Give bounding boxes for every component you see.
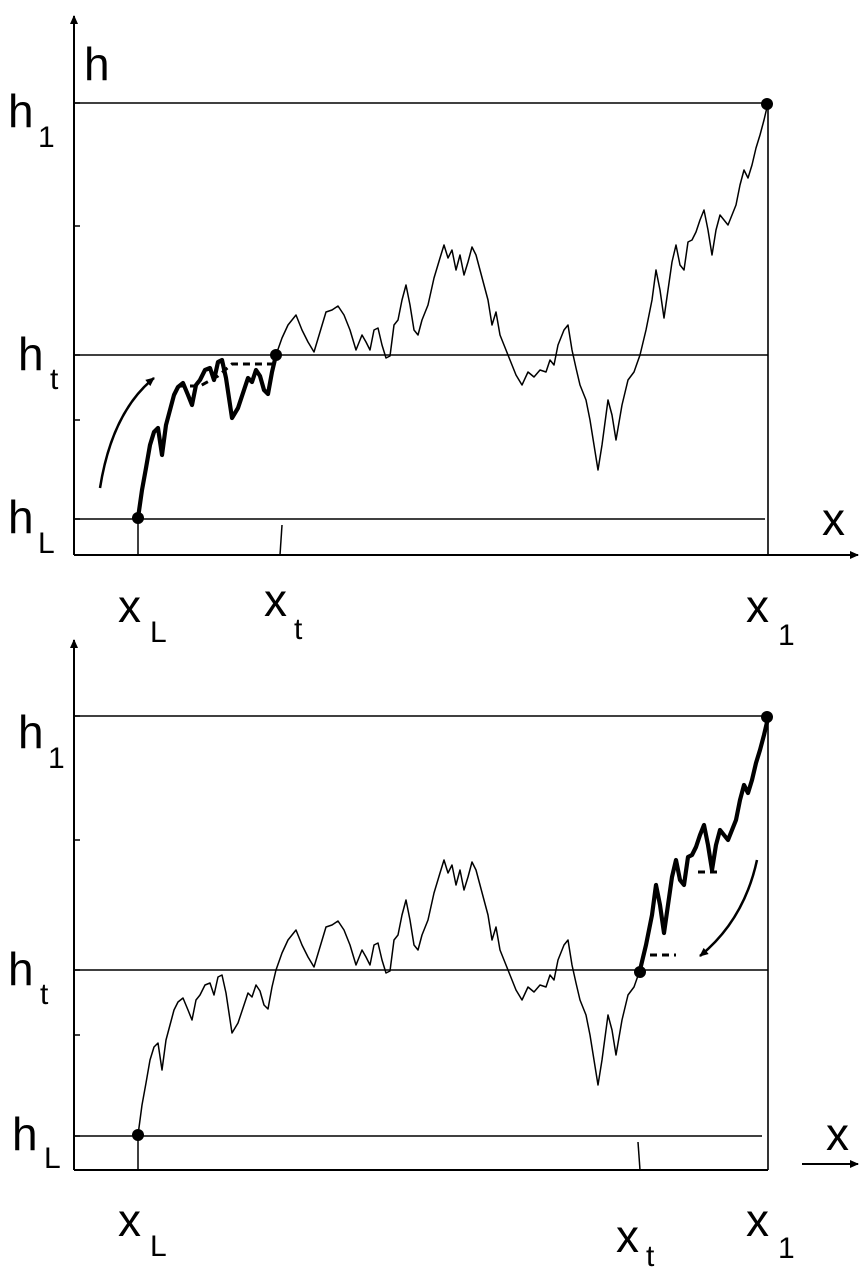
- top-axis-y-label: h: [84, 38, 110, 90]
- bottom-panel: x h 1 h t h L x L x t x 1: [8, 639, 859, 1268]
- bottom-xt-tick: [637, 1141, 641, 1171]
- top-highlighted-path: [135, 354, 279, 519]
- bottom-ht-label: h: [8, 943, 34, 995]
- bottom-end-dot: [761, 711, 773, 723]
- top-panel: h x h 1 h t h L x L x t x 1: [8, 15, 859, 652]
- top-x1-label: x: [746, 580, 769, 632]
- bottom-xt-dot: [634, 966, 646, 978]
- top-start-dot: [132, 512, 144, 524]
- bottom-highlighted-path: [637, 717, 771, 971]
- bottom-random-walk-path: [137, 717, 769, 1136]
- top-direction-arrow: [98, 377, 155, 489]
- bottom-xt-label: x: [616, 1210, 639, 1262]
- top-xt-dot: [270, 349, 282, 361]
- bottom-start-dot: [132, 1129, 144, 1141]
- top-dashed-plateau: [178, 362, 276, 388]
- bottom-ht-sub: t: [40, 978, 49, 1011]
- bottom-h1-label: h: [18, 706, 44, 758]
- bottom-x1-sub: 1: [778, 1232, 795, 1265]
- top-xt-label: x: [264, 574, 287, 626]
- top-ht-sub: t: [50, 363, 59, 396]
- bottom-hL-label: h: [12, 1108, 38, 1160]
- bottom-x1-label: x: [746, 1194, 769, 1246]
- bottom-xt-sub: t: [646, 1240, 655, 1268]
- top-axis-x-label: x: [822, 493, 845, 545]
- bottom-h1-sub: 1: [48, 742, 65, 775]
- bottom-xL-label: x: [118, 1194, 141, 1246]
- bottom-hL-sub: L: [44, 1142, 61, 1175]
- top-xt-sub: t: [294, 613, 303, 646]
- top-hL-label: h: [8, 491, 34, 543]
- top-xL-sub: L: [150, 616, 167, 649]
- top-ht-label: h: [18, 328, 44, 380]
- top-hL-sub: L: [38, 527, 55, 560]
- top-x1-sub: 1: [778, 619, 795, 652]
- bottom-axis-x-label: x: [826, 1108, 849, 1160]
- top-xL-label: x: [118, 580, 141, 632]
- top-end-dot: [761, 98, 773, 110]
- top-h1-label: h: [8, 85, 34, 137]
- bottom-xL-sub: L: [150, 1230, 167, 1263]
- top-h1-sub: 1: [38, 121, 55, 154]
- bottom-direction-arrow: [699, 859, 759, 957]
- top-random-walk-path: [137, 102, 769, 519]
- top-xt-tick: [279, 524, 283, 556]
